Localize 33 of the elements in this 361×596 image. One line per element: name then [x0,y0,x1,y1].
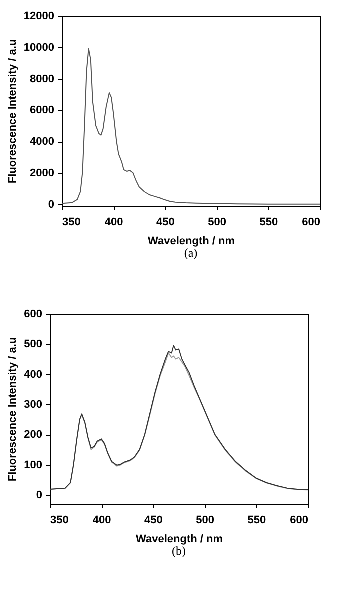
x-tick-label: 600 [290,514,308,526]
y-tick-label: 300 [24,398,42,411]
x-tick-label: 400 [104,216,124,228]
text: (a) [184,246,198,260]
line-series [62,48,320,205]
x-tick-label: 450 [144,514,163,526]
y-tick-label: 4000 [30,136,54,148]
y-tick-label: 10000 [24,42,54,54]
x-tick-label: 500 [208,216,226,228]
x-tick-label: 350 [62,216,81,228]
x-tick-label: 550 [260,216,278,228]
text: (b) [172,544,186,558]
y-tick-label: 0 [48,198,54,211]
y-tick-label: 6000 [30,104,54,117]
y-axis-title: Fluorescence Intensity / a.u [6,39,19,184]
x-tick-label: 600 [302,216,320,228]
x-tick-label: 400 [92,514,112,526]
x-axis-title: Wavelength / nm [148,236,236,248]
x-tick-label: 500 [196,514,214,526]
y-axis-title: Fluorescence Intensity / a.u [7,337,20,482]
y-tick-label: 2000 [30,168,54,180]
x-tick-label: 550 [248,514,266,526]
y-tick-label: 600 [24,308,42,320]
y-tick-label: 100 [24,459,42,472]
y-tick-label: 500 [24,338,42,351]
x-tick-label: 350 [50,514,69,526]
y-tick-label: 200 [24,429,42,442]
x-axis-title: Wavelength / nm [136,534,224,546]
y-tick-label: 12000 [24,10,54,22]
x-tick-label: 450 [156,216,175,228]
y-tick-label: 8000 [30,73,54,86]
y-tick-label: 400 [24,368,42,381]
y-tick-label: 0 [36,489,42,502]
